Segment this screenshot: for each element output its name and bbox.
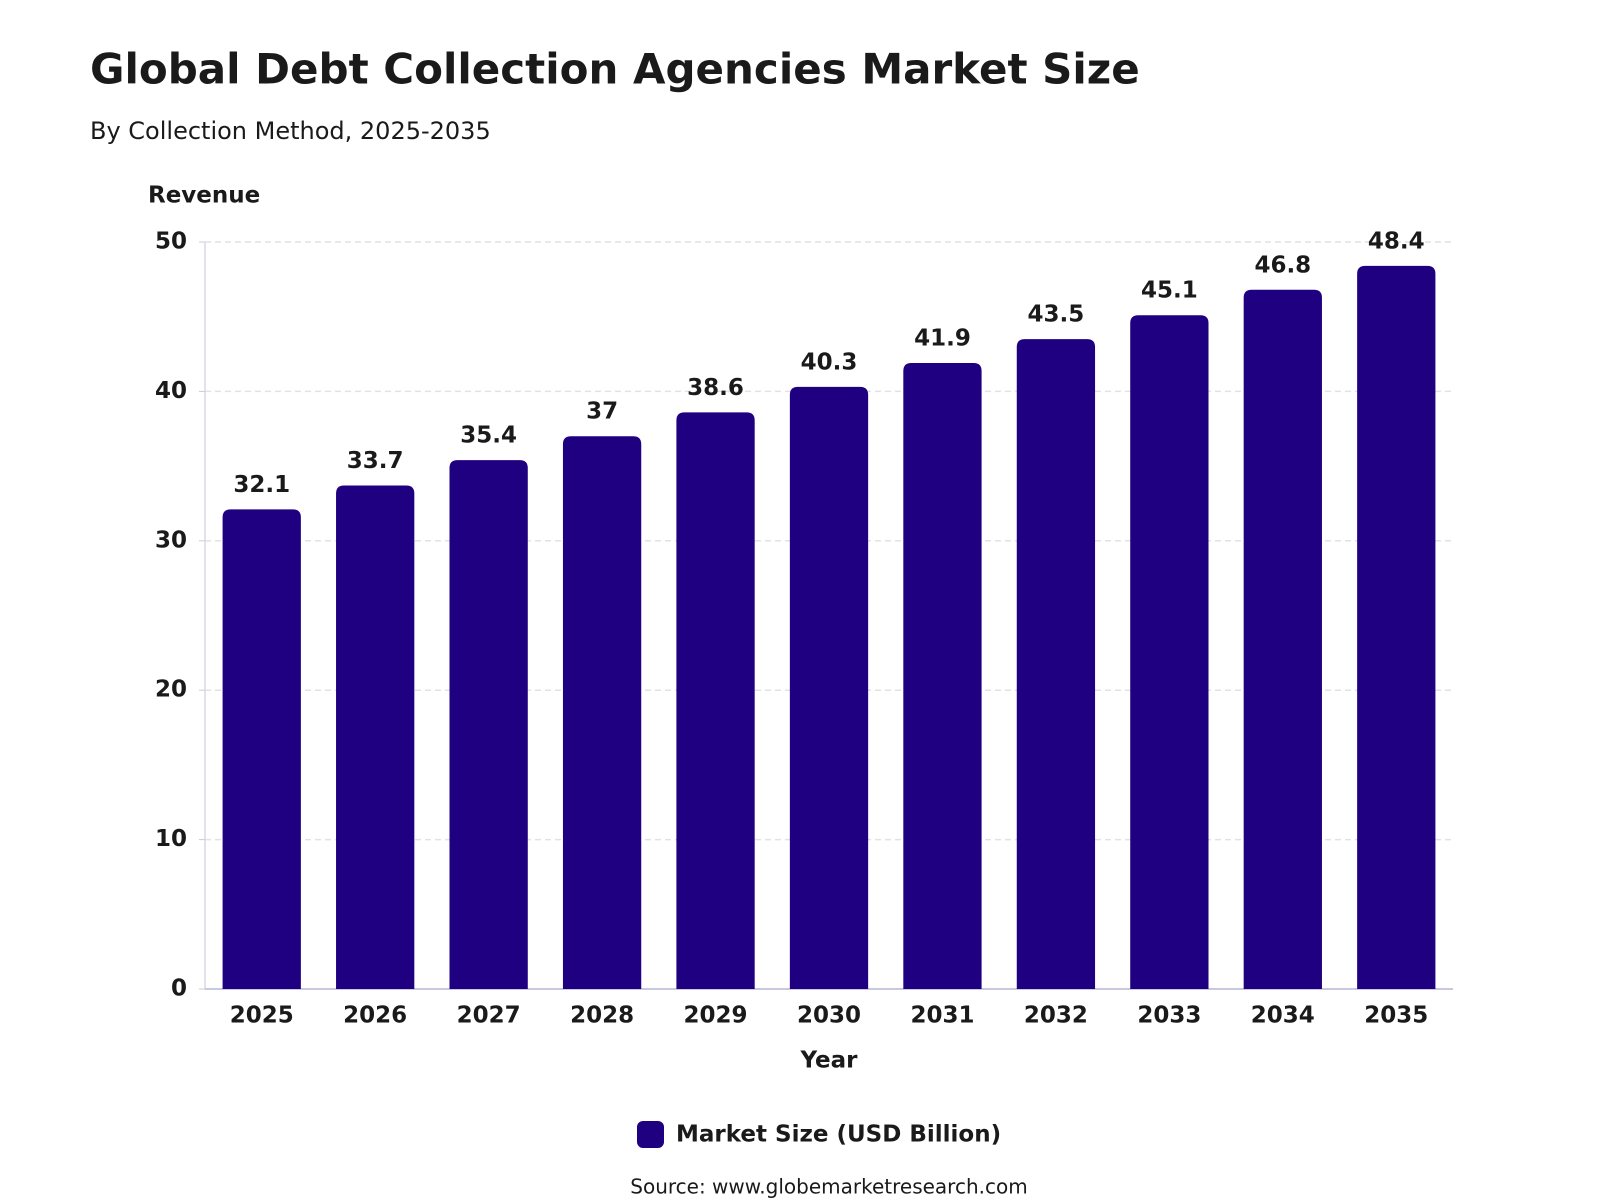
legend-swatch (637, 1121, 664, 1148)
data-label: 35.4 (460, 423, 517, 449)
bar (449, 460, 528, 989)
y-axis-label: Revenue (148, 183, 260, 209)
x-tick-label: 2034 (1251, 1003, 1315, 1029)
x-tick-label: 2035 (1364, 1003, 1428, 1029)
data-label: 41.9 (914, 326, 971, 352)
chart-subtitle: By Collection Method, 2025-2035 (90, 117, 491, 145)
legend-label: Market Size (USD Billion) (676, 1122, 1001, 1148)
x-tick-label: 2025 (230, 1003, 294, 1029)
data-label: 32.1 (233, 472, 290, 498)
bar (562, 436, 642, 990)
y-tick-label: 20 (155, 677, 187, 703)
y-tick-label: 50 (155, 229, 187, 255)
data-label: 45.1 (1141, 278, 1198, 304)
data-label: 48.4 (1368, 228, 1425, 254)
y-tick-label: 10 (155, 826, 187, 852)
x-tick-label: 2033 (1137, 1003, 1201, 1029)
y-tick-label: 30 (155, 527, 187, 553)
bar (1130, 315, 1209, 989)
x-tick-label: 2027 (457, 1003, 521, 1029)
x-tick-label: 2031 (910, 1003, 974, 1029)
y-tick-label: 40 (155, 378, 187, 404)
data-label: 33.7 (347, 448, 404, 474)
bar (789, 386, 869, 990)
source: Source: www.globemarketresearch.com (630, 1175, 1027, 1199)
bar (1016, 339, 1096, 989)
x-tick-label: 2030 (797, 1003, 861, 1029)
x-tick-label: 2032 (1024, 1003, 1088, 1029)
x-tick-label: 2026 (343, 1003, 407, 1029)
bar (336, 485, 415, 989)
bar (676, 412, 755, 989)
data-label: 37 (586, 399, 618, 425)
bar (1357, 265, 1436, 989)
data-label: 43.5 (1028, 302, 1085, 328)
x-axis-label: Year (799, 1048, 858, 1074)
bar (222, 509, 301, 989)
x-tick-label: 2029 (684, 1003, 748, 1029)
chart-title: Global Debt Collection Agencies Market S… (90, 45, 1140, 94)
data-label: 38.6 (687, 375, 744, 401)
data-label: 46.8 (1254, 252, 1311, 278)
bar (903, 363, 982, 989)
y-tick-label: 0 (171, 976, 187, 1002)
bar (1243, 289, 1322, 990)
data-label: 40.3 (801, 349, 858, 375)
x-tick-label: 2028 (570, 1003, 634, 1029)
